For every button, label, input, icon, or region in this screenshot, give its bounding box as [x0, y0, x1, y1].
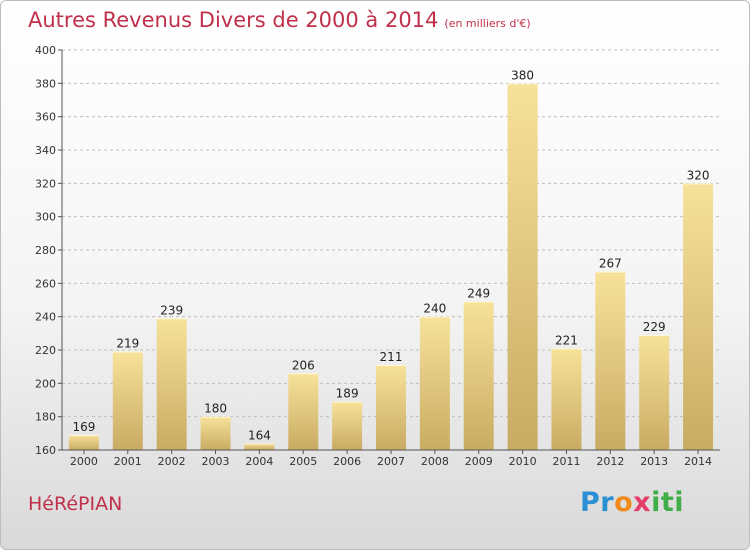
x-tick-label: 2008 — [421, 455, 449, 468]
bar — [463, 301, 494, 450]
data-label: 180 — [204, 402, 227, 416]
data-label: 380 — [511, 68, 534, 82]
bar — [288, 373, 319, 450]
axes: 160 180 200 220 240 260 280 300 320 340 360 380 400 2… — [35, 44, 720, 468]
bar — [507, 83, 538, 450]
x-tick-label: 2012 — [596, 455, 624, 468]
data-label: 249 — [467, 287, 490, 301]
x-tick-label: 2006 — [333, 455, 361, 468]
data-label: 219 — [116, 337, 139, 351]
x-tick-label: 2009 — [465, 455, 493, 468]
x-tick-label: 2004 — [245, 455, 273, 468]
logo-part-4: iti — [651, 487, 685, 518]
data-label: 211 — [380, 350, 403, 364]
y-tick-label: 360 — [35, 111, 56, 124]
data-label: 221 — [555, 333, 578, 347]
data-label: 240 — [423, 302, 446, 316]
bar — [419, 316, 450, 450]
bar — [376, 365, 406, 450]
data-label: 169 — [72, 420, 95, 434]
data-label: 229 — [643, 320, 666, 334]
y-tick-label: 240 — [35, 311, 56, 324]
x-tick-label: 2002 — [158, 455, 186, 468]
x-tick-label: 2003 — [202, 455, 230, 468]
x-tick-label: 2013 — [640, 455, 668, 468]
y-tick-label: 200 — [35, 377, 56, 390]
x-tick-label: 2007 — [377, 455, 405, 468]
x-tick-label: 2011 — [552, 455, 580, 468]
y-tick-label: 260 — [35, 277, 56, 290]
logo-part-1: Pr — [580, 487, 615, 518]
data-label: 189 — [336, 387, 359, 401]
data-label: 206 — [292, 358, 315, 372]
y-tick-label: 340 — [35, 144, 56, 157]
y-tick-label: 380 — [35, 77, 56, 90]
bars-group: 169 219 239 180 164 206 189 211 240 249 380 221 267 2… — [68, 68, 714, 451]
y-tick-label: 300 — [35, 211, 56, 224]
bar — [156, 318, 187, 450]
y-tick-label: 220 — [35, 344, 56, 357]
y-tick-label: 160 — [35, 444, 56, 457]
x-tick-label: 2005 — [289, 455, 317, 468]
bar — [683, 183, 714, 451]
bar — [200, 416, 231, 450]
bar — [551, 348, 582, 450]
y-tick-label: 320 — [35, 177, 56, 190]
bar — [639, 335, 670, 450]
x-tick-label: 2014 — [684, 455, 712, 468]
data-label: 239 — [160, 303, 183, 317]
proxiti-logo: Proxiti — [580, 487, 684, 518]
chart-title: Autres Revenus Divers de 2000 à 2014 (en … — [28, 8, 531, 32]
bar — [332, 401, 363, 450]
data-label: 320 — [687, 168, 710, 182]
bar — [112, 351, 143, 450]
y-tick-label: 280 — [35, 244, 56, 257]
chart-title-text: Autres Revenus Divers de 2000 à 2014 — [28, 8, 439, 32]
bar — [244, 443, 275, 450]
x-tick-label: 2000 — [70, 455, 98, 468]
y-tick-label: 180 — [35, 411, 56, 424]
bar — [68, 435, 99, 450]
x-tick-label: 2010 — [509, 455, 537, 468]
data-label: 164 — [248, 428, 271, 442]
logo-part-2: o — [614, 487, 634, 518]
logo-part-3: x — [633, 487, 652, 518]
x-tick-label: 2001 — [114, 455, 142, 468]
data-label: 267 — [599, 257, 622, 271]
commune-name: HéRéPIAN — [28, 493, 123, 515]
y-tick-label: 400 — [35, 44, 56, 57]
chart-subtitle: (en milliers d'€) — [444, 17, 531, 30]
bar — [595, 271, 626, 450]
